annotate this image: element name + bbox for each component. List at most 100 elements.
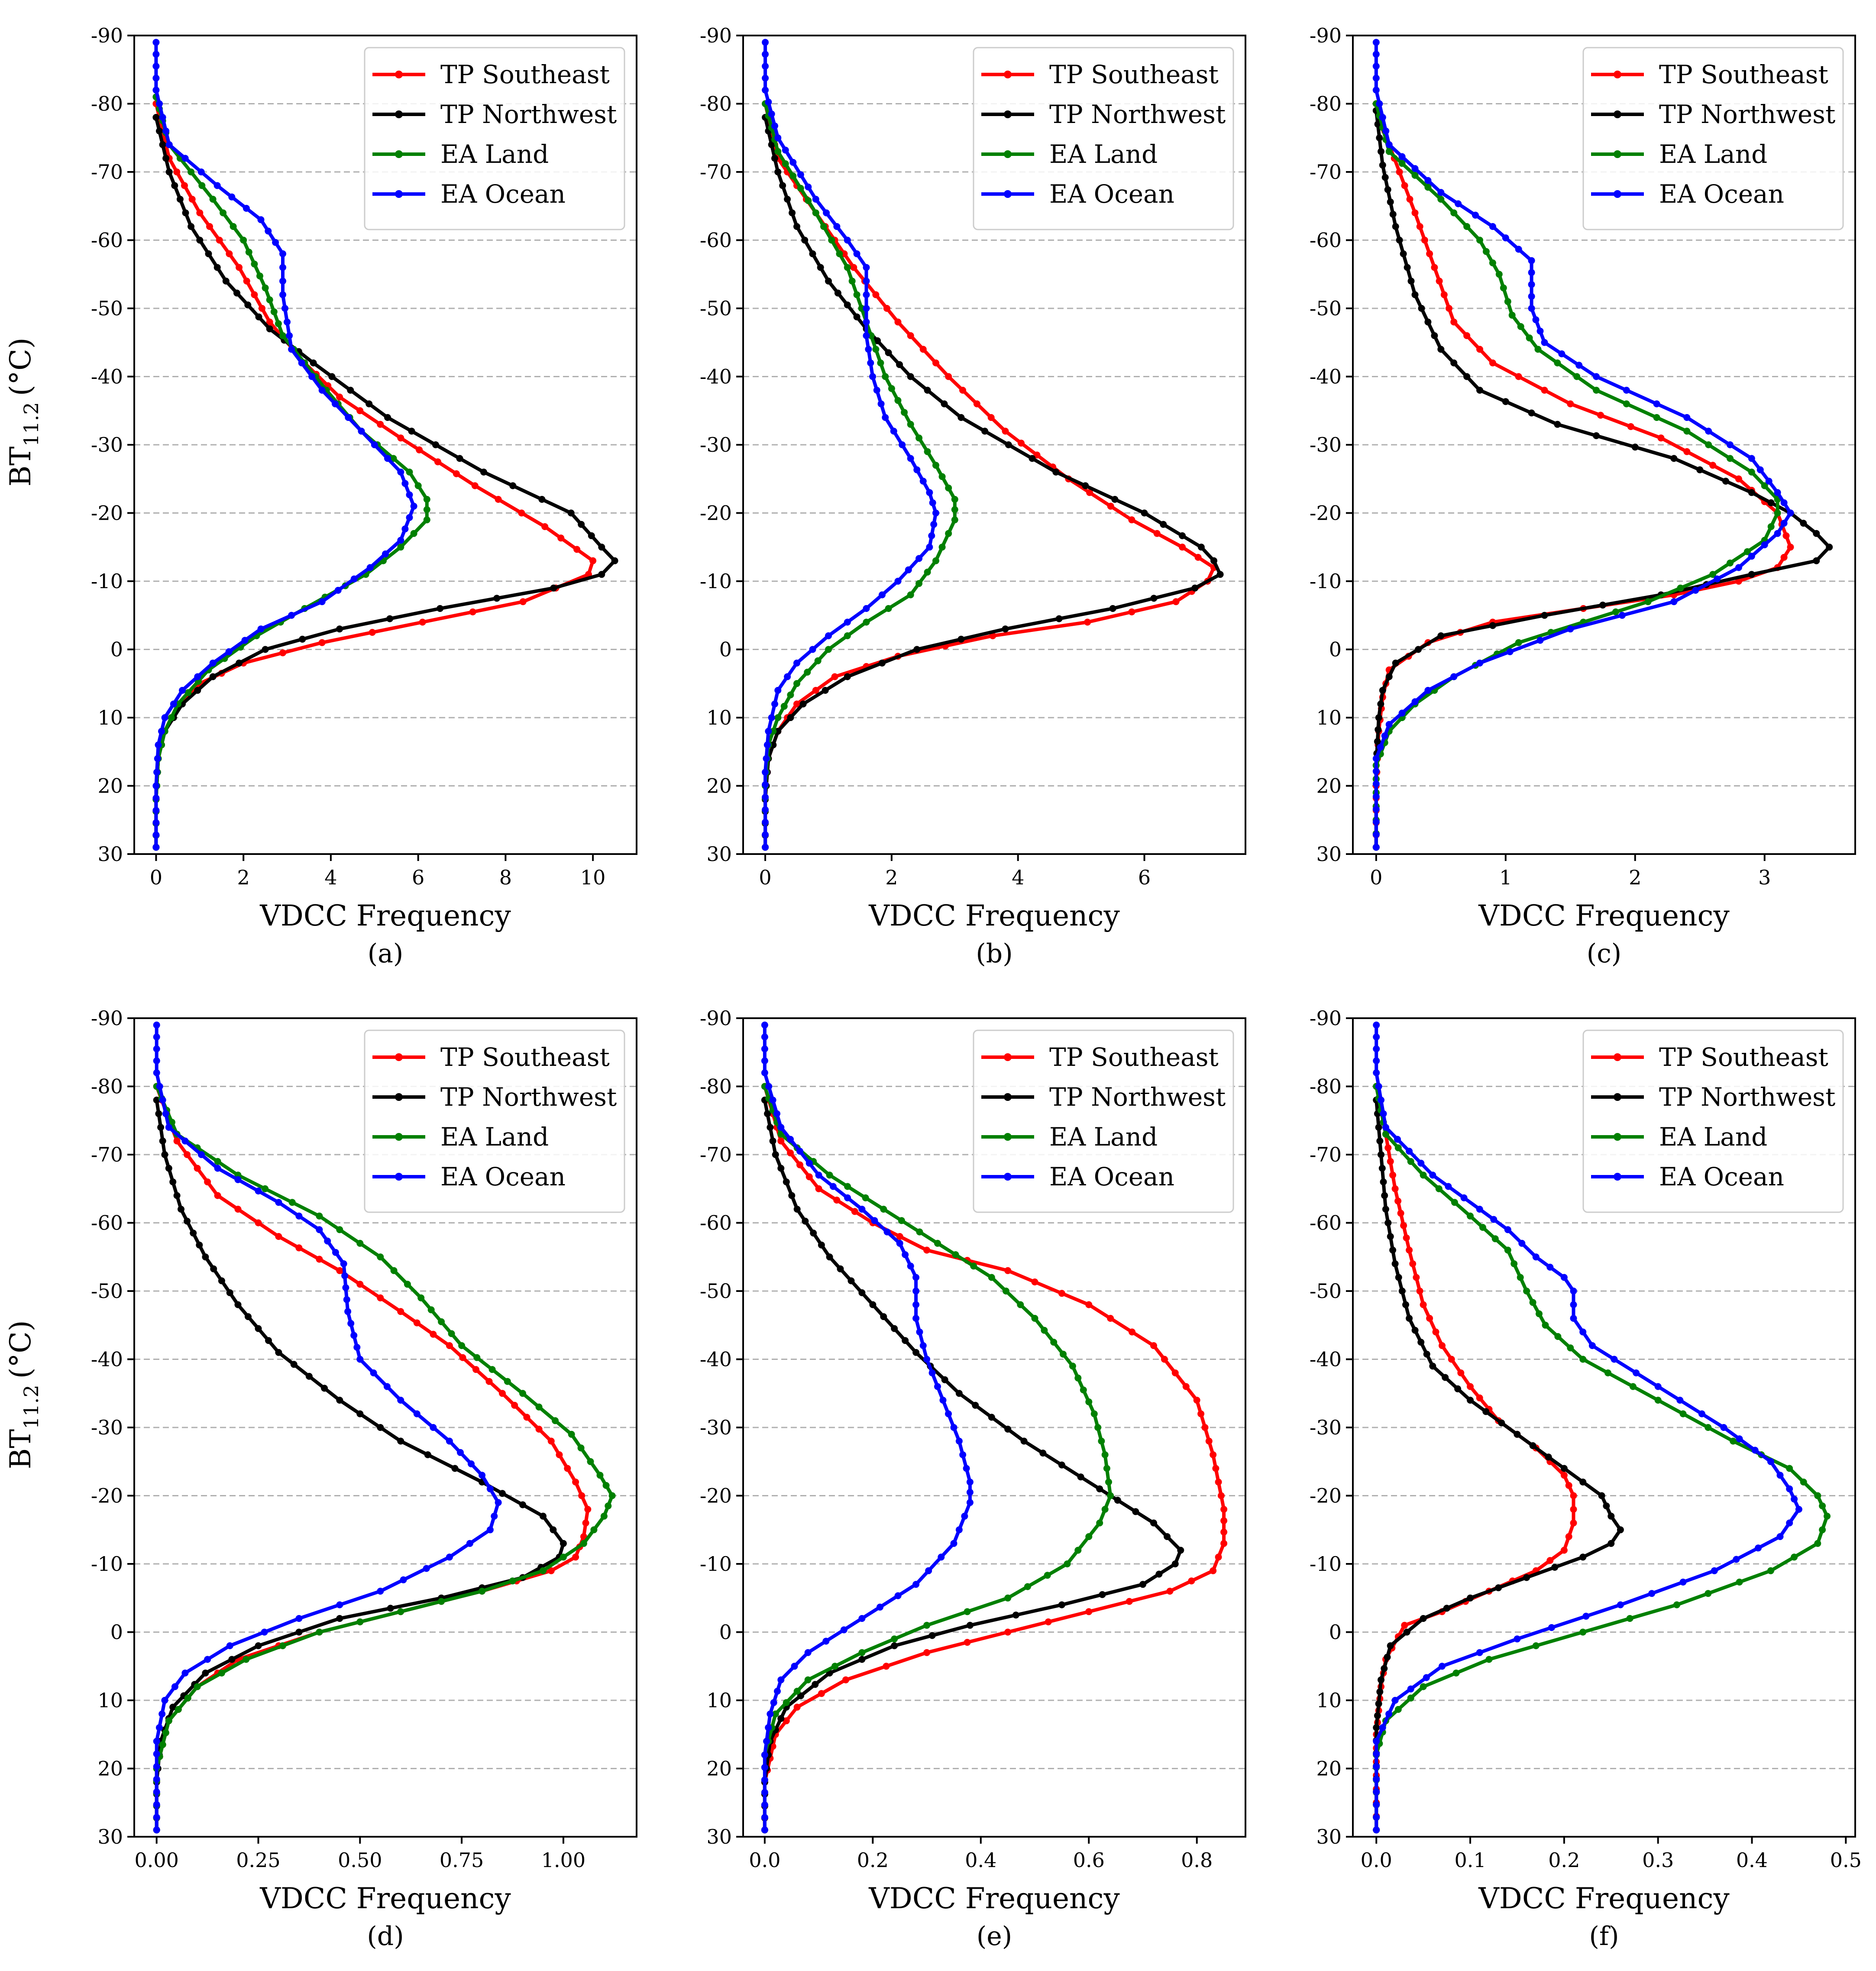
data-point [896, 1233, 903, 1240]
data-point [159, 1097, 166, 1104]
data-point [560, 1553, 567, 1561]
data-point [153, 1057, 160, 1065]
data-point [1673, 1601, 1680, 1609]
legend: TP Southeast TP Northwest EA Land EA Ocean [1582, 1029, 1844, 1213]
data-point [885, 349, 892, 356]
data-point [1382, 1206, 1389, 1213]
data-point [179, 687, 186, 694]
legend-label: TP Southeast [1049, 1042, 1219, 1072]
data-point [812, 209, 819, 217]
data-point [801, 236, 809, 244]
data-point [560, 1540, 567, 1547]
data-point [1526, 334, 1533, 342]
data-point [955, 1526, 963, 1534]
data-point [1774, 489, 1781, 496]
data-point [230, 223, 237, 230]
data-point [932, 462, 939, 469]
legend-swatch-marker [395, 71, 403, 78]
data-point [598, 544, 605, 551]
data-point [266, 325, 273, 333]
data-point [1617, 1601, 1624, 1609]
data-point [397, 537, 404, 544]
data-point [377, 1294, 384, 1301]
data-point [1385, 721, 1393, 728]
data-point [557, 534, 565, 542]
x-tick-label: 1 [1499, 866, 1512, 889]
data-point [932, 509, 939, 517]
data-point [153, 1763, 160, 1770]
data-point [491, 1512, 498, 1520]
data-point [891, 1635, 898, 1643]
data-point [406, 491, 413, 498]
data-point [1401, 1621, 1408, 1629]
data-point [1523, 1574, 1530, 1581]
data-point [608, 1492, 616, 1499]
data-point [504, 1378, 511, 1385]
data-point [259, 305, 265, 312]
data-point [905, 566, 912, 573]
data-point [762, 62, 769, 70]
data-point [1375, 1124, 1382, 1131]
data-point [774, 687, 782, 694]
data-point [1205, 1437, 1213, 1445]
data-point [538, 496, 546, 503]
data-point [1679, 1410, 1687, 1418]
y-tick-label: -50 [91, 1279, 123, 1303]
y-tick-label: -40 [91, 365, 123, 388]
data-point [1210, 1567, 1217, 1574]
data-point [793, 1206, 801, 1213]
data-point [1570, 1315, 1577, 1322]
data-point [950, 1540, 957, 1547]
y-tick-label: 30 [97, 1825, 123, 1848]
data-point [844, 236, 851, 244]
data-point [1654, 1383, 1662, 1390]
data-point [1216, 571, 1224, 578]
data-point [762, 844, 769, 851]
y-tick-label: 10 [1316, 1689, 1342, 1712]
data-point [168, 1119, 175, 1126]
data-point [456, 455, 463, 462]
y-tick-label: 10 [706, 1689, 732, 1712]
data-point [1529, 1442, 1536, 1449]
data-point [913, 646, 921, 653]
data-point [1385, 148, 1393, 155]
data-point [1409, 1260, 1417, 1267]
data-point [590, 1526, 598, 1534]
data-point [1761, 482, 1768, 489]
data-point [1411, 698, 1419, 706]
data-point [923, 1621, 931, 1629]
data-point [262, 1185, 269, 1192]
data-point [923, 1246, 931, 1254]
data-point [963, 1465, 970, 1472]
data-point [1411, 165, 1419, 172]
data-point [446, 1553, 453, 1561]
data-point [853, 313, 860, 320]
data-point [1406, 196, 1413, 203]
data-point [262, 646, 269, 653]
legend-label: EA Land [440, 139, 549, 169]
data-point [1776, 1533, 1784, 1540]
data-point [245, 1313, 252, 1320]
data-point [1004, 1594, 1012, 1602]
data-point [1532, 1642, 1540, 1649]
data-point [1727, 441, 1734, 448]
data-point [988, 1274, 995, 1281]
data-point [401, 525, 409, 533]
data-point [1442, 1374, 1449, 1381]
data-point [863, 618, 870, 626]
legend-swatch-marker [1004, 190, 1012, 198]
data-point [1518, 1240, 1526, 1247]
data-point [155, 1724, 163, 1731]
data-point [153, 1750, 160, 1757]
data-point [814, 657, 822, 664]
data-point [1698, 1410, 1705, 1418]
data-point [356, 1410, 364, 1418]
legend-swatch-marker [1614, 1173, 1621, 1181]
data-point [1418, 305, 1425, 312]
data-point [1421, 236, 1428, 244]
data-point [1215, 1479, 1222, 1486]
data-point [1560, 1547, 1568, 1554]
data-point [896, 1240, 903, 1247]
data-point [336, 393, 343, 401]
data-point [228, 1656, 236, 1663]
